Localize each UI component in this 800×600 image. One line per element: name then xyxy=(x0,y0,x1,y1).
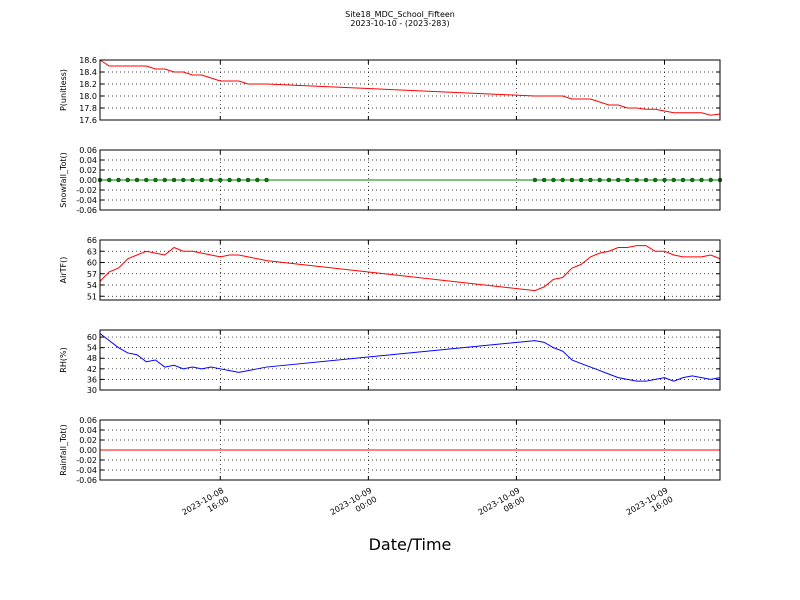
y-tick-label: 36 xyxy=(87,375,97,384)
data-line xyxy=(99,59,721,116)
data-line xyxy=(99,245,721,292)
data-point xyxy=(551,177,556,183)
y-tick-label: -0.04 xyxy=(76,196,97,205)
y-axis-label: Snowfall_Tot() xyxy=(59,152,68,208)
data-point xyxy=(236,177,241,183)
data-point xyxy=(144,177,149,183)
data-point xyxy=(116,177,121,183)
y-tick-label: -0.04 xyxy=(76,466,97,475)
data-point xyxy=(107,177,112,183)
axes-frame xyxy=(99,59,721,121)
data-point xyxy=(227,177,232,183)
y-tick-label: 0.02 xyxy=(79,166,97,175)
x-axis-label: Date/Time xyxy=(369,535,452,554)
y-tick-label: -0.06 xyxy=(76,476,97,485)
y-tick-label: 60 xyxy=(87,259,97,268)
y-tick-label: 48 xyxy=(87,354,97,363)
y-tick-label: 0.02 xyxy=(79,436,97,445)
y-tick-label: -0.02 xyxy=(76,456,97,465)
y-tick-label: 18.6 xyxy=(79,56,97,65)
data-point xyxy=(255,177,260,183)
data-point xyxy=(245,177,251,183)
y-tick-label: 66 xyxy=(87,236,97,245)
chart-title: Site18_MDC_School_Fifteen xyxy=(345,10,455,19)
y-axis-label: Rainfall_Tot() xyxy=(59,424,68,476)
y-tick-label: 17.6 xyxy=(79,116,97,125)
data-point xyxy=(634,177,639,183)
y-tick-label: 54 xyxy=(87,344,97,353)
chart-subtitle: 2023-10-10 - (2023-283) xyxy=(350,19,449,28)
data-point xyxy=(532,177,538,183)
y-tick-label: 18.2 xyxy=(79,80,97,89)
data-point xyxy=(699,177,704,183)
y-tick-label: 0.00 xyxy=(79,446,97,455)
data-point xyxy=(625,177,630,183)
data-point xyxy=(588,177,593,183)
y-tick-label: 0.06 xyxy=(79,416,97,425)
y-tick-label: 30 xyxy=(87,386,97,395)
data-point xyxy=(125,177,130,183)
y-tick-label: 0.06 xyxy=(79,146,97,155)
data-point xyxy=(597,177,602,183)
y-tick-label: 57 xyxy=(87,270,97,279)
data-point xyxy=(171,177,177,183)
axes-frame xyxy=(99,329,721,391)
y-tick-label: 42 xyxy=(87,365,97,374)
y-tick-label: 0.04 xyxy=(79,156,97,165)
axes-frame xyxy=(99,149,721,211)
y-tick-label: 54 xyxy=(87,281,97,290)
axes-frame xyxy=(99,239,721,301)
data-point xyxy=(153,177,158,183)
data-point xyxy=(579,177,584,183)
axes-frame xyxy=(99,419,721,481)
y-axis-label: AirTF() xyxy=(59,257,68,284)
y-tick-label: -0.02 xyxy=(76,186,97,195)
data-point xyxy=(190,177,195,183)
y-tick-label: 51 xyxy=(87,292,97,301)
data-point xyxy=(218,177,223,183)
y-tick-label: 18.4 xyxy=(79,68,97,77)
y-axis-label: P(unitless) xyxy=(59,69,68,111)
data-point xyxy=(606,177,612,183)
data-point xyxy=(134,177,140,183)
data-point xyxy=(264,177,269,183)
data-point xyxy=(208,177,214,183)
y-axis-label: RH(%) xyxy=(59,347,68,372)
y-tick-label: 17.8 xyxy=(79,104,97,113)
data-point xyxy=(569,177,575,183)
data-point xyxy=(708,177,713,183)
data-point xyxy=(671,177,676,183)
y-tick-label: -0.06 xyxy=(76,206,97,215)
data-point xyxy=(181,177,186,183)
y-tick-label: 60 xyxy=(87,333,97,342)
data-point xyxy=(643,177,649,183)
data-line xyxy=(99,333,721,382)
data-point xyxy=(653,177,658,183)
data-point xyxy=(162,177,167,183)
data-point xyxy=(690,177,695,183)
y-tick-label: 0.04 xyxy=(79,426,97,435)
data-point xyxy=(560,177,565,183)
data-point xyxy=(680,177,686,183)
data-point xyxy=(542,177,547,183)
data-point xyxy=(662,177,667,183)
data-point xyxy=(616,177,621,183)
y-tick-label: 0.00 xyxy=(79,176,97,185)
data-point xyxy=(199,177,204,183)
y-tick-label: 63 xyxy=(87,247,97,256)
y-tick-label: 18.0 xyxy=(79,92,97,101)
